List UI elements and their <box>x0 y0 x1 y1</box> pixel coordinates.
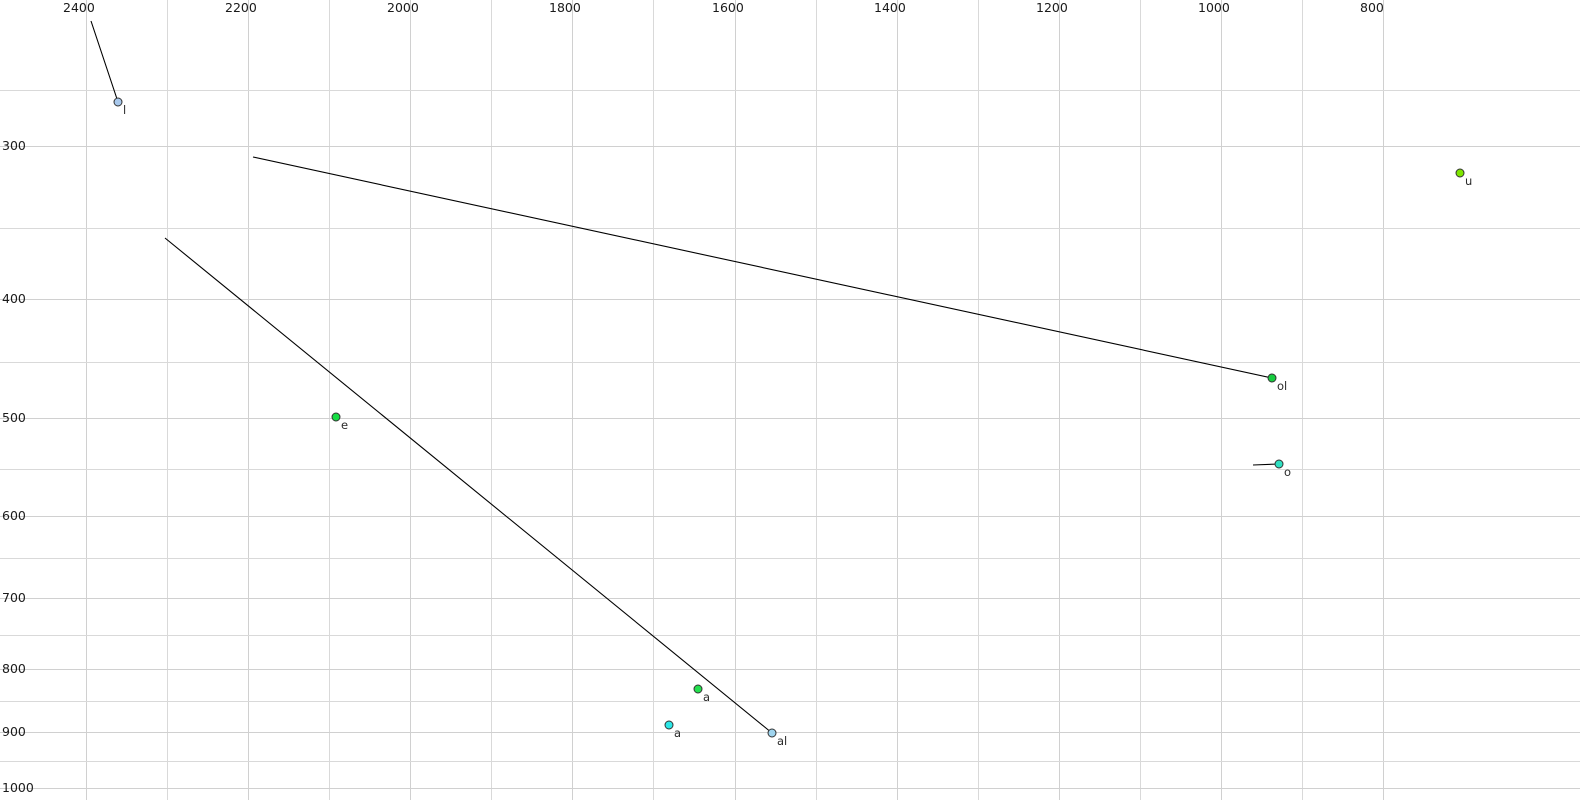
gridline-y-300 <box>0 146 1580 147</box>
gridline-y-700 <box>0 598 1580 599</box>
data-point-o[interactable] <box>1274 459 1284 469</box>
gridline-y-600 <box>0 516 1580 517</box>
gridline-x-minor-1300 <box>978 0 979 800</box>
gridline-y-900 <box>0 732 1580 733</box>
data-point-l[interactable] <box>113 97 123 107</box>
data-point-label-o: o <box>1284 465 1292 479</box>
data-point-label-ol: ol <box>1277 379 1288 393</box>
gridline-x-2000 <box>410 0 411 800</box>
gridline-x-minor-2100 <box>329 0 330 800</box>
x-tick-label-1600: 1600 <box>712 0 744 15</box>
y-tick-label-900: 900 <box>2 724 26 739</box>
gridline-y-minor-850 <box>0 701 1580 702</box>
data-point-label-l: l <box>123 103 127 117</box>
y-tick-label-400: 400 <box>2 291 26 306</box>
gridline-y-minor-450 <box>0 362 1580 363</box>
data-point-label-a: a <box>674 726 682 740</box>
gridline-y-minor-650 <box>0 558 1580 559</box>
gridline-y-minor-750 <box>0 635 1580 636</box>
gridline-x-1400 <box>897 0 898 800</box>
data-point-a[interactable] <box>693 684 703 694</box>
gridline-x-minor-2300 <box>167 0 168 800</box>
gridline-x-1200 <box>1059 0 1060 800</box>
x-tick-label-1800: 1800 <box>549 0 581 15</box>
data-point-label-e: e <box>341 418 349 432</box>
gridline-y-minor-950 <box>0 761 1580 762</box>
data-point-al[interactable] <box>767 728 777 738</box>
y-tick-label-600: 600 <box>2 508 26 523</box>
x-tick-label-1000: 1000 <box>1198 0 1230 15</box>
x-tick-label-800: 800 <box>1360 0 1384 15</box>
x-tick-label-2400: 2400 <box>63 0 95 15</box>
gridline-x-minor-1100 <box>1140 0 1141 800</box>
gridline-y-minor-350 <box>0 228 1580 229</box>
y-tick-label-700: 700 <box>2 590 26 605</box>
gridline-y-1000 <box>0 788 1580 789</box>
x-tick-label-1400: 1400 <box>874 0 906 15</box>
gridline-x-800 <box>1383 0 1384 800</box>
y-tick-label-1000: 1000 <box>2 780 34 795</box>
y-tick-label-800: 800 <box>2 661 26 676</box>
data-point-e[interactable] <box>331 412 341 422</box>
data-point-ol[interactable] <box>1267 373 1277 383</box>
line-al <box>164 237 773 734</box>
gridline-x-1800 <box>572 0 573 800</box>
data-point-label-u: u <box>1465 174 1473 188</box>
gridline-y-800 <box>0 669 1580 670</box>
gridline-x-minor-1900 <box>491 0 492 800</box>
gridline-x-1600 <box>735 0 736 800</box>
data-point-label-a: a <box>703 690 711 704</box>
gridline-y-minor-550 <box>0 469 1580 470</box>
data-point-a[interactable] <box>664 720 674 730</box>
gridline-y-400 <box>0 299 1580 300</box>
gridline-y-500 <box>0 418 1580 419</box>
y-tick-label-300: 300 <box>2 138 26 153</box>
x-tick-label-2200: 2200 <box>225 0 257 15</box>
gridline-x-minor-900 <box>1302 0 1303 800</box>
data-point-label-al: al <box>777 734 788 748</box>
x-tick-label-2000: 2000 <box>387 0 419 15</box>
gridline-x-1000 <box>1221 0 1222 800</box>
gridline-x-2200 <box>248 0 249 800</box>
gridline-x-minor-1700 <box>653 0 654 800</box>
gridline-y-minor-270 <box>0 90 1580 91</box>
gridline-x-2400 <box>86 0 87 800</box>
y-tick-label-500: 500 <box>2 410 26 425</box>
line-ol <box>252 156 1273 379</box>
gridline-x-minor-1500 <box>816 0 817 800</box>
x-tick-label-1200: 1200 <box>1036 0 1068 15</box>
data-point-u[interactable] <box>1455 168 1465 178</box>
